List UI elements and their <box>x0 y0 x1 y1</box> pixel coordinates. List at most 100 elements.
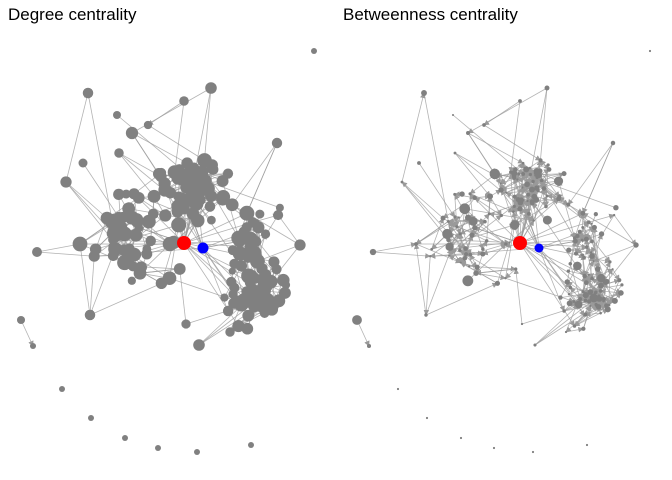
network-node <box>546 167 552 172</box>
network-node <box>451 113 455 117</box>
network-node <box>533 343 537 347</box>
network-node <box>242 236 250 244</box>
network-edge <box>131 87 212 134</box>
network-node <box>526 192 531 197</box>
network-node <box>446 237 451 243</box>
network-node <box>245 289 255 299</box>
network-node <box>113 188 125 201</box>
network-node <box>483 219 487 224</box>
network-edge <box>415 243 462 264</box>
network-node <box>524 183 528 187</box>
network-edge <box>277 214 301 246</box>
network-edge <box>423 92 453 237</box>
network-node <box>414 242 418 246</box>
network-node <box>72 236 88 252</box>
network-node <box>235 260 248 272</box>
network-node <box>536 188 540 193</box>
network-edge <box>36 251 95 259</box>
network-node <box>517 172 521 176</box>
network-node <box>539 178 544 183</box>
network-node <box>181 319 191 329</box>
network-node <box>132 191 145 204</box>
network-node <box>564 330 568 334</box>
network-node <box>228 267 236 275</box>
panel-title-degree: Degree centrality <box>8 5 137 24</box>
network-node <box>430 247 434 251</box>
network-node <box>205 82 217 94</box>
network-node <box>541 186 547 191</box>
network-node <box>222 305 234 317</box>
network-edge <box>509 171 540 249</box>
network-node <box>604 303 609 308</box>
network-node <box>114 148 124 158</box>
network-node <box>396 387 400 391</box>
network-node <box>228 289 238 299</box>
network-node <box>523 166 530 173</box>
network-node <box>228 297 239 309</box>
network-node <box>453 215 457 219</box>
network-node <box>581 290 585 294</box>
network-node <box>244 309 255 320</box>
network-node <box>141 248 153 260</box>
network-node <box>248 442 254 448</box>
highlighted-node-blue <box>534 243 544 253</box>
network-node <box>264 274 278 289</box>
network-node <box>227 245 238 256</box>
degree-network-graph <box>16 48 317 455</box>
network-edge <box>423 256 431 316</box>
network-edge <box>469 193 521 244</box>
network-edge <box>508 100 521 173</box>
network-edge <box>442 197 475 219</box>
network-node <box>449 247 453 251</box>
network-node <box>494 280 501 286</box>
network-node <box>468 216 478 226</box>
network-edge <box>582 297 595 329</box>
betweenness-centrality-panel: Betweenness centrality <box>336 0 672 480</box>
network-edge <box>418 162 456 218</box>
network-edge <box>497 241 511 284</box>
network-edge <box>606 261 612 306</box>
network-node <box>590 239 594 244</box>
network-node <box>222 168 234 179</box>
network-node <box>193 166 208 180</box>
network-node <box>417 161 421 165</box>
network-edge <box>513 268 523 325</box>
network-node <box>88 250 100 262</box>
network-node <box>512 194 517 199</box>
network-node <box>590 276 594 281</box>
network-node <box>311 48 317 54</box>
network-edge <box>469 193 514 213</box>
network-node <box>145 235 156 247</box>
network-node <box>424 313 428 317</box>
network-edge <box>521 298 600 325</box>
network-node <box>498 187 504 193</box>
network-edge <box>467 132 524 164</box>
network-node <box>459 191 465 197</box>
network-node <box>181 157 193 169</box>
network-node <box>572 236 577 240</box>
network-node <box>581 225 585 229</box>
network-node <box>504 277 507 280</box>
betweenness-network-graph <box>352 49 652 454</box>
network-node <box>526 211 531 216</box>
edge-layer <box>356 87 637 347</box>
network-node <box>191 213 205 228</box>
network-node <box>142 214 156 229</box>
network-node <box>573 261 582 271</box>
network-edge <box>512 196 521 244</box>
network-node <box>237 299 248 310</box>
network-node <box>528 172 532 177</box>
network-edge <box>567 142 614 206</box>
network-node <box>268 256 280 268</box>
network-edge <box>519 242 575 327</box>
network-edge <box>65 92 90 183</box>
network-edge <box>500 189 540 249</box>
network-node <box>604 279 610 285</box>
network-edge <box>588 213 615 223</box>
network-edge <box>177 268 187 325</box>
network-node <box>633 242 639 248</box>
network-edge <box>483 124 542 161</box>
highlighted-node-blue <box>197 242 209 254</box>
network-edge <box>118 152 155 197</box>
network-node <box>473 270 479 276</box>
